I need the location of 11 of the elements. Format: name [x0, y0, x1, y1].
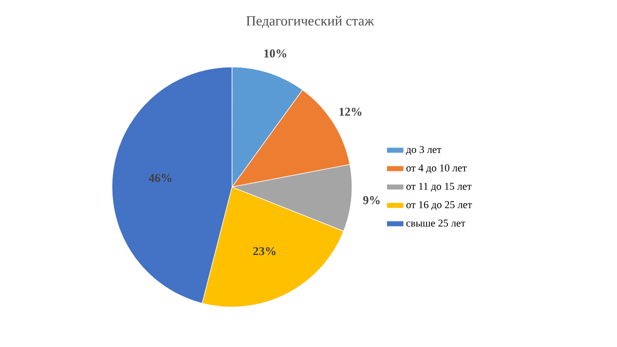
data-label: 10% [264, 49, 286, 58]
data-label: 46% [148, 174, 172, 182]
chart-title: Педагогический стаж [246, 16, 374, 28]
legend-label: свыше 25 лет [406, 220, 466, 227]
legend-label: от 4 до 10 лет [406, 164, 467, 174]
data-label: 9% [363, 196, 380, 204]
legend-label: до 3 лет [406, 146, 442, 155]
legend-label: от 11 до 15 лет [406, 182, 472, 192]
legend-label: от 16 до 25 лет [406, 201, 472, 210]
data-label: 12% [340, 108, 362, 116]
data-label: 23% [253, 247, 276, 256]
